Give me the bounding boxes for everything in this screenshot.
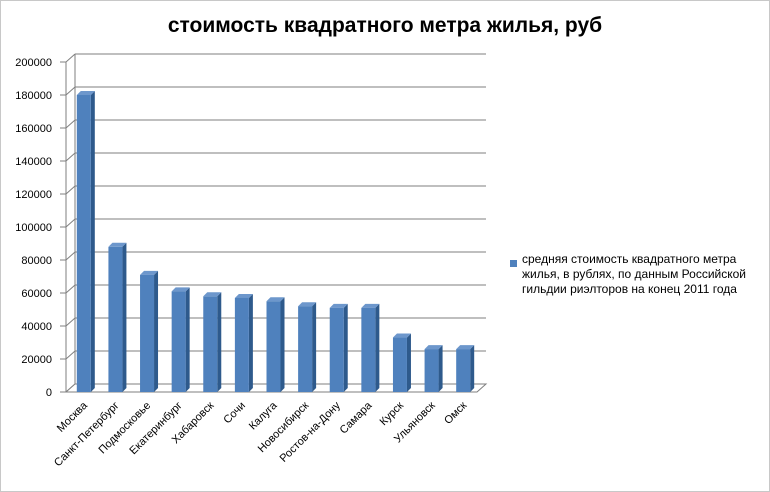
gridline-depth: [65, 218, 76, 228]
gridline-depth: [65, 53, 76, 63]
bar-side: [375, 303, 380, 392]
gridline-depth: [65, 185, 76, 195]
bar-top: [361, 303, 380, 308]
legend-label: средняя стоимость квадратного метра жиль…: [522, 252, 746, 296]
y-tick-label: 80000: [21, 255, 52, 267]
bar-top: [140, 270, 159, 275]
gridline-depth: [65, 350, 76, 360]
bar-side: [343, 303, 348, 392]
bar-side: [154, 270, 159, 392]
x-tick-label: Курск: [378, 400, 407, 429]
y-tick-label: 100000: [15, 222, 52, 234]
bar-top: [424, 345, 443, 350]
bar: [329, 307, 344, 392]
bar: [456, 349, 471, 392]
bar-top: [456, 345, 475, 350]
bar-top: [171, 287, 190, 292]
y-tick-label: 140000: [15, 156, 52, 168]
bar: [361, 307, 376, 392]
bar-top: [234, 293, 253, 298]
x-tick-label: Сочи: [221, 400, 248, 427]
bar: [266, 301, 281, 392]
bar: [171, 291, 186, 392]
bar-side: [185, 287, 190, 392]
gridline-depth: [65, 152, 76, 162]
bar-top: [266, 297, 285, 302]
y-tick-label: 120000: [15, 189, 52, 201]
gridline-depth: [65, 86, 76, 96]
y-tick-label: 20000: [21, 354, 52, 366]
gridline-depth: [65, 317, 76, 327]
bar: [234, 297, 249, 392]
bar-side: [217, 292, 222, 392]
bar: [108, 246, 123, 392]
x-tick-label: Ростов-на-Дону: [278, 399, 344, 465]
bar-side: [312, 302, 317, 392]
bar-top: [108, 242, 127, 247]
y-tick-label: 180000: [15, 90, 52, 102]
x-tick-label: Омск: [442, 400, 469, 427]
bar: [298, 306, 313, 392]
y-tick-label: 60000: [21, 288, 52, 300]
bar-side: [248, 293, 253, 392]
bar: [203, 296, 218, 392]
y-tick-label: 200000: [15, 57, 52, 69]
bar: [76, 95, 91, 392]
bar-side: [406, 333, 411, 392]
bar-top: [329, 303, 348, 308]
bar-side: [280, 297, 285, 392]
gridline-depth: [65, 119, 76, 129]
bar-top: [392, 333, 411, 338]
bar: [140, 274, 155, 392]
legend-swatch: [510, 260, 517, 267]
bar: [392, 337, 407, 392]
gridline-depth: [65, 284, 76, 294]
y-tick-label: 160000: [15, 123, 52, 135]
bar-top: [203, 292, 222, 297]
x-tick-label: Самара: [338, 399, 375, 436]
bar-side: [470, 345, 475, 392]
chart-title: стоимость квадратного метра жилья, руб: [167, 14, 603, 37]
bar-side: [438, 345, 443, 392]
bar-side: [122, 242, 127, 392]
bar-side: [90, 91, 95, 392]
bar: [424, 349, 439, 392]
bar-top: [298, 302, 317, 307]
gridline-depth: [65, 251, 76, 261]
y-tick-label: 0: [46, 387, 52, 399]
bar-top: [76, 91, 95, 95]
y-tick-label: 40000: [21, 321, 52, 333]
